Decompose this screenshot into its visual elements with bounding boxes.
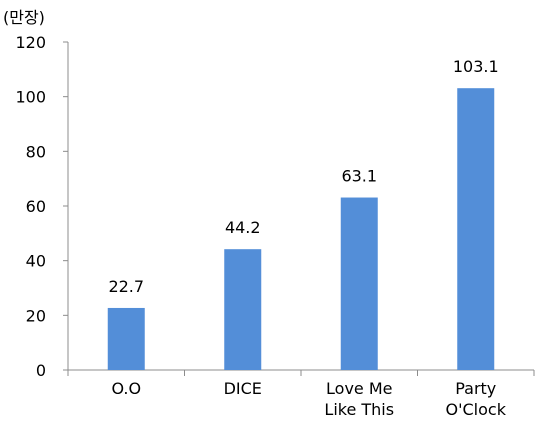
y-tick-label: 120 [15, 33, 46, 52]
x-tick-label: Party [455, 379, 496, 398]
x-tick-label: O'Clock [446, 400, 507, 419]
x-tick-label: O.O [111, 379, 141, 398]
y-tick-label: 80 [26, 142, 46, 161]
y-tick-label: 20 [26, 306, 46, 325]
y-tick-label: 0 [36, 361, 46, 380]
x-tick-label: Love Me [326, 379, 392, 398]
bar [340, 197, 378, 370]
bar [224, 249, 262, 370]
y-tick-label: 100 [15, 88, 46, 107]
data-label: 44.2 [225, 218, 261, 237]
data-label: 103.1 [453, 57, 499, 76]
bar [107, 307, 145, 370]
x-tick-label: DICE [224, 379, 262, 398]
y-tick-label: 40 [26, 252, 46, 271]
bar [457, 88, 495, 371]
y-tick-label: 60 [26, 197, 46, 216]
data-label: 22.7 [108, 277, 144, 296]
x-tick-label: Like This [324, 400, 394, 419]
y-axis-unit-label: (만장) [3, 8, 45, 27]
data-label: 63.1 [341, 167, 377, 186]
